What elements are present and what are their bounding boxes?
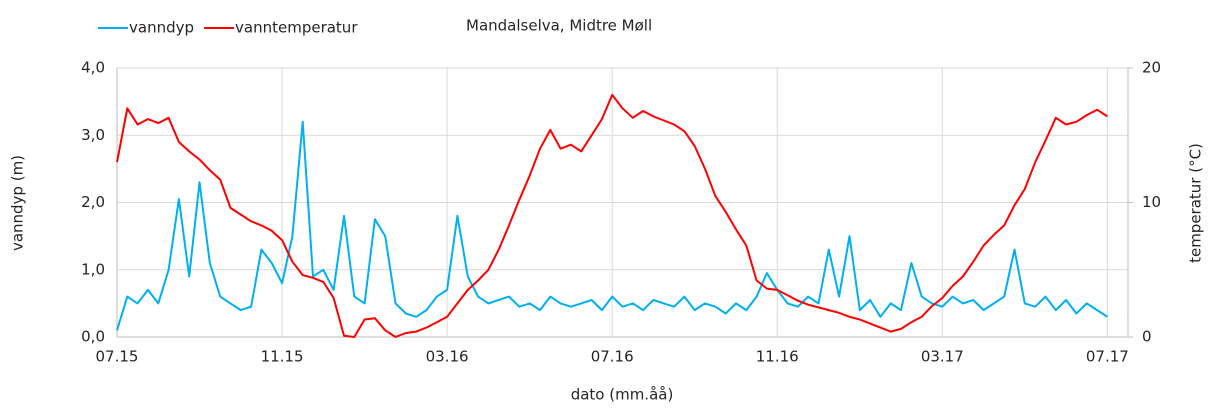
legend-label: vanndyp — [129, 19, 194, 37]
data-line — [116, 120, 1108, 331]
chart-title: Mandalselva, Midtre Møll — [466, 17, 652, 35]
x-tick-label: 11.16 — [756, 348, 799, 366]
y2-tick-label: 0 — [1142, 328, 1152, 346]
x-tick-label: 07.17 — [1086, 348, 1129, 366]
y-tick-label: 1,0 — [81, 260, 105, 278]
x-tick-label: 07.15 — [96, 348, 139, 366]
x-axis-label: dato (mm.åå) — [571, 386, 674, 404]
x-tick-label: 11.15 — [261, 348, 304, 366]
x-tick-label: 07.16 — [591, 348, 634, 366]
x-tick-label: 03.17 — [921, 348, 964, 366]
y2-tick-label: 20 — [1142, 59, 1161, 77]
y-axis-label: vanndyp (m) — [9, 155, 27, 251]
y-tick-label: 3,0 — [81, 126, 105, 144]
y-tick-label: 0,0 — [81, 328, 105, 346]
y-tick-label: 2,0 — [81, 193, 105, 211]
data-line — [116, 93, 1108, 338]
legend-label: vanntemperatur — [235, 19, 358, 37]
y-tick-label: 4,0 — [81, 59, 105, 77]
y2-tick-label: 10 — [1142, 193, 1161, 211]
x-tick-label: 03.16 — [426, 348, 469, 366]
y2-axis-label: temperatur (°C) — [1187, 143, 1205, 263]
